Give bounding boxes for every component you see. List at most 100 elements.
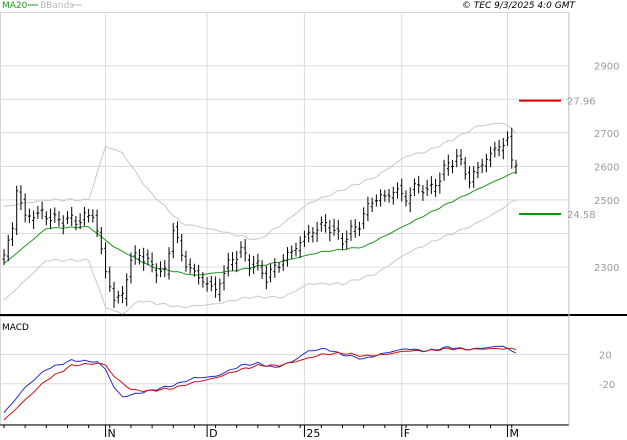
price-bar [91,209,95,223]
chart-timestamp: © TEC 9/3/2025 4:0 GMT [462,1,577,11]
price-bar [442,159,446,181]
level-label-0: 27.96 [567,97,596,108]
price-bar [357,221,361,237]
price-bar [319,216,323,232]
price-bar [27,208,31,224]
price-bar [87,208,91,223]
price-bar [324,214,328,233]
price-bar [95,209,99,238]
price-bar [260,260,264,279]
price-bar [222,265,226,291]
price-bar [302,230,306,247]
price-bar [341,233,345,251]
price-bar [429,176,433,195]
price-bar [315,221,319,242]
price-bar [154,263,158,284]
price-levels: 27.96 24.58 [519,97,596,221]
price-bar [239,241,243,258]
price-bar [159,261,163,278]
macd-panel-frame [0,316,569,425]
x-tick-label-2: 25 [306,427,320,440]
price-ytick-label-2: 2600 [594,162,619,173]
price-bar [125,273,129,307]
price-bar [400,178,404,202]
price-bar [129,252,133,284]
price-bar [514,159,518,175]
price-bar [146,249,150,266]
price-bar [362,207,366,230]
price-bar [264,265,268,290]
price-bar [142,247,146,271]
grid [0,12,569,424]
macd-series-macd [3,345,517,413]
price-bar [484,153,488,173]
ma20-path [3,171,517,276]
price-bar [391,186,395,205]
price-bar [201,271,205,288]
price-bar [353,219,357,238]
price-bar [404,190,408,207]
price-bar [408,187,412,213]
price-bar [412,178,416,197]
price-bar [493,141,497,158]
price-bar [311,227,315,243]
price-bars [2,127,518,308]
price-bar [467,166,471,189]
x-tick-label-3: F [404,427,410,440]
price-bar [53,207,57,223]
price-bar [108,266,112,292]
price-bar [332,218,336,236]
ma20-line [3,171,517,276]
price-panel-frame [0,12,569,315]
price-bar [459,148,463,166]
price-bar [336,219,340,240]
price-bar [396,182,400,199]
price-bar [455,149,459,168]
price-bar [349,219,353,241]
price-ytick-label-4: 2900 [594,62,619,73]
price-bar [256,253,260,271]
price-bar [434,178,438,197]
price-bar [510,127,514,169]
price-bar [345,230,349,250]
price-bar [446,154,450,176]
price-bar [273,258,277,278]
price-bar [366,196,370,222]
price-bar [192,263,196,277]
price-bar [99,227,103,255]
price-bar [175,221,179,244]
price-bar [230,252,234,271]
price-ytick-label-3: 2700 [594,129,619,140]
price-bar [290,245,294,259]
legend-bbands: BBands [40,1,74,11]
price-bar [252,255,256,274]
price-bar [298,236,302,259]
price-bar [19,185,23,211]
macd-ytick-label-0: 20 [599,351,612,362]
x-tick-label-4: M [510,427,520,440]
price-bar [137,248,141,265]
price-bar [218,278,222,302]
price-bar [370,197,374,212]
price-bar [49,208,53,229]
price-bar [36,206,40,219]
price-bar [65,211,69,225]
price-bar [417,175,421,194]
legend-ma20: MA20 [2,1,28,11]
price-bar [374,194,378,207]
price-bar [501,137,505,160]
price-bar [6,234,10,262]
macd-panel-title: MACD [2,323,29,333]
price-bar [74,215,78,231]
price-bar [214,276,218,298]
price-bar [133,245,137,265]
price-bar [61,215,65,235]
price-bar [286,247,290,267]
axis-labels: 2300 2500 2600 2700 2900 20 -20 N D 25 F M [3,62,619,440]
price-bar [188,258,192,274]
price-bar [205,277,209,292]
price-ytick-label-1: 2500 [594,196,619,207]
price-bar [476,161,480,179]
